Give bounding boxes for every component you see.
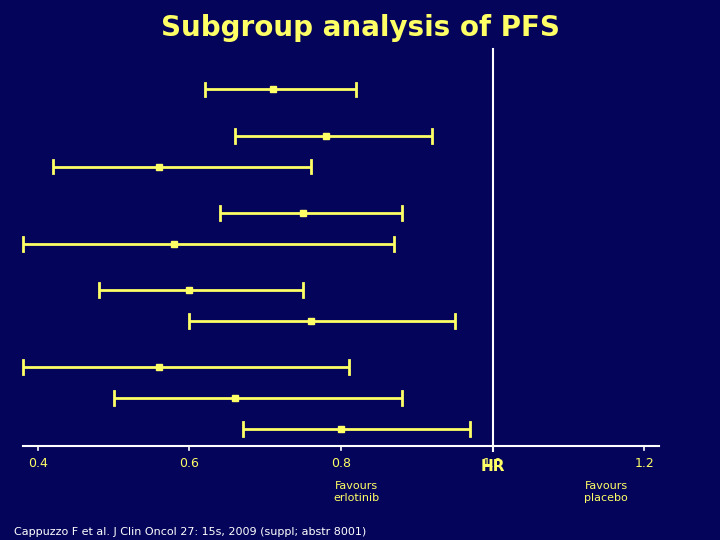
Text: 1.2: 1.2: [634, 457, 654, 470]
Text: HR: HR: [480, 458, 505, 474]
Text: Cappuzzo F et al. J Clin Oncol 27: 15s, 2009 (suppl; abstr 8001): Cappuzzo F et al. J Clin Oncol 27: 15s, …: [14, 527, 366, 537]
Text: 0.8: 0.8: [331, 457, 351, 470]
Text: 0.4: 0.4: [28, 457, 48, 470]
Text: Favours
placebo: Favours placebo: [585, 481, 628, 503]
Text: 0.6: 0.6: [179, 457, 199, 470]
Text: Favours
erlotinib: Favours erlotinib: [333, 481, 379, 503]
Text: 1.0: 1.0: [482, 457, 503, 470]
Text: Subgroup analysis of PFS: Subgroup analysis of PFS: [161, 14, 559, 42]
